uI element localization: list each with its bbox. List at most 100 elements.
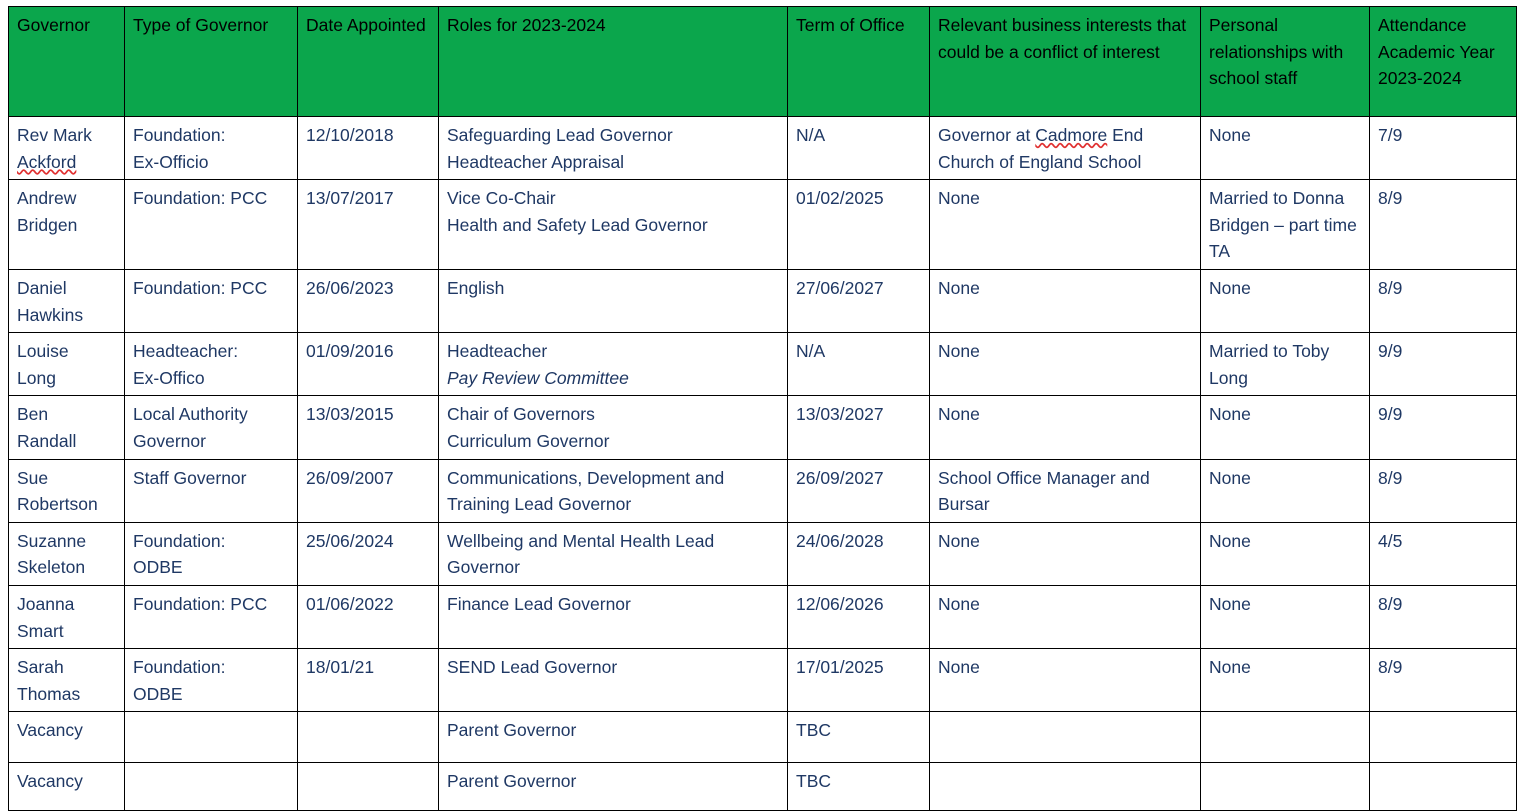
governor-name-line2: Bridgen [17, 214, 78, 235]
cell-type [124, 762, 298, 811]
cell-term-of-office: TBC [787, 762, 930, 811]
cell-personal-relationships: None [1200, 521, 1370, 586]
table-header-row: Governor Type of Governor Date Appointed… [8, 6, 1517, 117]
table-row: Suzanne Skeleton Foundation: ODBE 25/06/… [8, 521, 1517, 586]
cell-date-appointed: 25/06/2024 [297, 521, 439, 586]
cell-term-of-office: TBC [787, 711, 930, 764]
cell-roles: Safeguarding Lead Governor Headteacher A… [438, 115, 788, 181]
column-header-roles: Roles for 2023-2024 [438, 6, 788, 117]
table-row: Vacancy Parent Governor TBC [8, 711, 1517, 764]
governor-name-line1: Sue [17, 467, 49, 488]
role-line1: Chair of Governors [447, 404, 595, 425]
cell-term-of-office: 12/06/2026 [787, 584, 930, 650]
role-line1: Vice Co-Chair [447, 188, 556, 209]
business-interests-post: End Church of England School [938, 125, 1144, 172]
cell-governor: Joanna Smart [8, 584, 125, 650]
cell-attendance: 9/9 [1369, 332, 1517, 397]
cell-governor: Andrew Bridgen [8, 179, 125, 270]
business-interests-pre: Governor at [938, 125, 1036, 145]
cell-date-appointed: 13/03/2015 [297, 395, 439, 460]
type-line1: Foundation: [133, 125, 226, 145]
table-row: Daniel Hawkins Foundation: PCC 26/06/202… [8, 268, 1517, 334]
cell-term-of-office: 13/03/2027 [787, 395, 930, 460]
cell-date-appointed: 18/01/21 [297, 648, 439, 713]
cell-roles: SEND Lead Governor [438, 648, 788, 713]
cell-roles: Chair of Governors Curriculum Governor [438, 395, 788, 460]
cell-business-interests: None [929, 648, 1201, 713]
type-line1: Foundation: [133, 530, 226, 551]
cell-governor: Sarah Thomas [8, 648, 125, 713]
table-row: Joanna Smart Foundation: PCC 01/06/2022 … [8, 584, 1517, 650]
table-row: Andrew Bridgen Foundation: PCC 13/07/201… [8, 179, 1517, 270]
table-row: Sue Robertson Staff Governor 26/09/2007 … [8, 458, 1517, 523]
governor-name-line1: Ben [17, 404, 49, 425]
cell-business-interests: None [929, 584, 1201, 650]
table-row: Louise Long Headteacher: Ex-Offico 01/09… [8, 332, 1517, 397]
cell-term-of-office: 27/06/2027 [787, 268, 930, 334]
cell-attendance [1369, 762, 1517, 811]
governor-name-line1: Suzanne [17, 530, 87, 551]
cell-governor: Rev Mark Ackford [8, 115, 125, 181]
cell-personal-relationships [1200, 762, 1370, 811]
business-interests-misspelled: Cadmore [1035, 125, 1108, 145]
cell-business-interests: None [929, 395, 1201, 460]
cell-business-interests [929, 762, 1201, 811]
cell-term-of-office: N/A [787, 332, 930, 397]
cell-type: Foundation: ODBE [124, 521, 298, 586]
cell-business-interests: None [929, 521, 1201, 586]
column-header-term-of-office: Term of Office [787, 6, 930, 117]
cell-business-interests: None [929, 332, 1201, 397]
cell-date-appointed: 13/07/2017 [297, 179, 439, 270]
cell-attendance: 8/9 [1369, 648, 1517, 713]
cell-attendance: 8/9 [1369, 584, 1517, 650]
type-line2: Ex-Offico [133, 367, 205, 388]
cell-attendance: 8/9 [1369, 458, 1517, 523]
table-body: Rev Mark Ackford Foundation: Ex-Officio … [8, 115, 1517, 811]
table-row: Ben Randall Local Authority Governor 13/… [8, 395, 1517, 460]
cell-date-appointed [297, 711, 439, 764]
type-line1: Foundation: [133, 657, 226, 678]
governor-information-table: Governor Type of Governor Date Appointed… [8, 6, 1517, 811]
column-header-type-of-governor: Type of Governor [124, 6, 298, 117]
table-header: Governor Type of Governor Date Appointed… [8, 6, 1517, 117]
cell-personal-relationships: Married to Donna Bridgen – part time TA [1200, 179, 1370, 270]
cell-attendance: 4/5 [1369, 521, 1517, 586]
cell-personal-relationships: Married to Toby Long [1200, 332, 1370, 397]
cell-attendance: 7/9 [1369, 115, 1517, 181]
cell-date-appointed: 26/09/2007 [297, 458, 439, 523]
cell-type: Foundation: Ex-Officio [124, 115, 298, 181]
column-header-attendance: Attendance Academic Year 2023-2024 [1369, 6, 1517, 117]
governor-name-line2: Thomas [17, 683, 81, 704]
column-header-business-interests: Relevant business interests that could b… [929, 6, 1201, 117]
cell-attendance: 9/9 [1369, 395, 1517, 460]
cell-type: Foundation: PCC [124, 179, 298, 270]
cell-roles: Vice Co-Chair Health and Safety Lead Gov… [438, 179, 788, 270]
table-row: Vacancy Parent Governor TBC [8, 762, 1517, 811]
cell-personal-relationships: None [1200, 648, 1370, 713]
cell-term-of-office: 26/09/2027 [787, 458, 930, 523]
cell-business-interests: Governor at Cadmore End Church of Englan… [929, 115, 1201, 181]
governor-name-line2: Ackford [17, 151, 77, 172]
role-line2: Health and Safety Lead Governor [447, 214, 708, 235]
role-line1: Headteacher [447, 341, 548, 362]
governor-name-line2: Hawkins [17, 304, 84, 325]
cell-governor: Suzanne Skeleton [8, 521, 125, 586]
cell-type: Headteacher: Ex-Offico [124, 332, 298, 397]
cell-roles: Headteacher Pay Review Committee [438, 332, 788, 397]
governor-name-line1: Daniel [17, 277, 67, 298]
cell-roles: Parent Governor [438, 711, 788, 764]
cell-personal-relationships: None [1200, 395, 1370, 460]
table-row: Sarah Thomas Foundation: ODBE 18/01/21 S… [8, 648, 1517, 713]
cell-type: Foundation: PCC [124, 268, 298, 334]
cell-date-appointed [297, 762, 439, 811]
cell-type: Foundation: ODBE [124, 648, 298, 713]
governor-name-line2: Skeleton [17, 557, 86, 578]
cell-term-of-office: 17/01/2025 [787, 648, 930, 713]
cell-term-of-office: 01/02/2025 [787, 179, 930, 270]
cell-attendance: 8/9 [1369, 268, 1517, 334]
governor-name-line1: Rev Mark [17, 125, 92, 145]
cell-personal-relationships: None [1200, 115, 1370, 181]
governor-name-line2: Robertson [17, 494, 98, 515]
cell-roles: Parent Governor [438, 762, 788, 811]
governor-name-line1: Sarah [17, 657, 64, 678]
